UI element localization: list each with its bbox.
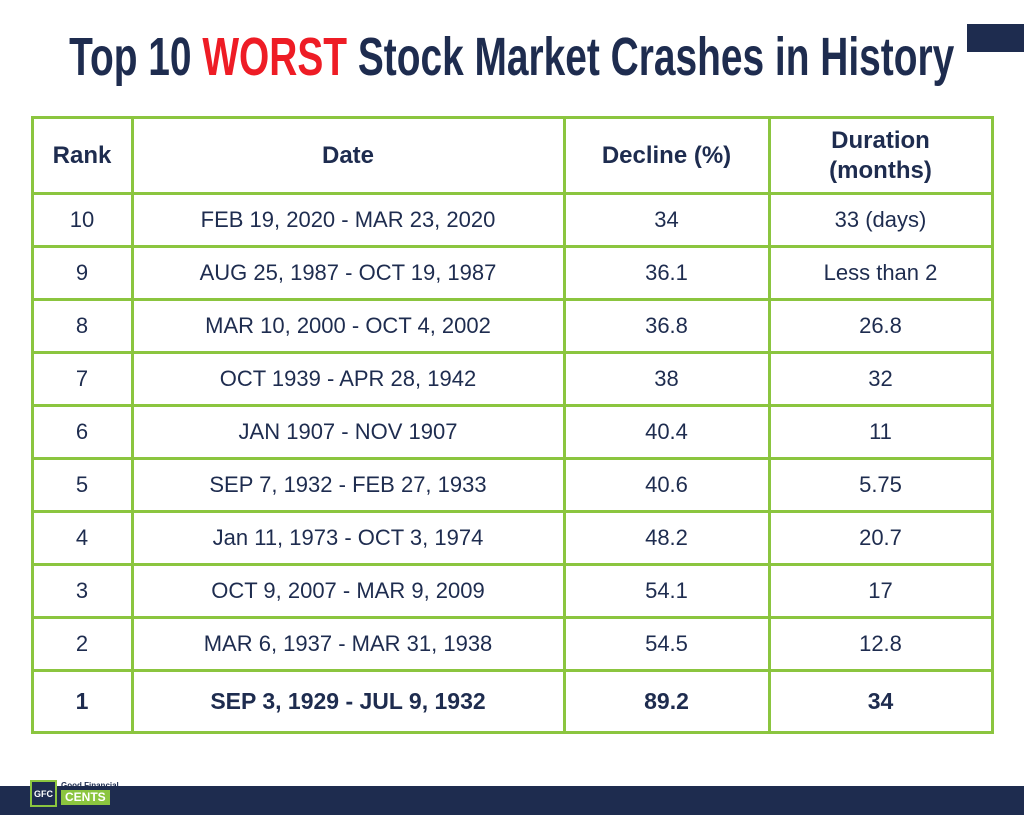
decline-cell: 89.2 (562, 669, 771, 734)
date-cell: OCT 1939 - APR 28, 1942 (130, 351, 566, 407)
decline-cell: 48.2 (562, 510, 771, 566)
date-cell: SEP 3, 1929 - JUL 9, 1932 (130, 669, 566, 734)
rank-cell: 2 (30, 616, 134, 672)
decline-cell: 54.1 (562, 563, 771, 619)
decline-cell: 36.1 (562, 245, 771, 301)
duration-cell: 11 (767, 404, 994, 460)
table-row: 2 MAR 6, 1937 - MAR 31, 1938 54.5 12.8 (30, 616, 994, 672)
duration-cell: Less than 2 (767, 245, 994, 301)
title-wrap: Top 10 WORST Stock Market Crashes in His… (0, 24, 1024, 90)
table-row: 6 JAN 1907 - NOV 1907 40.4 11 (30, 404, 994, 460)
date-cell: SEP 7, 1932 - FEB 27, 1933 (130, 457, 566, 513)
duration-cell: 5.75 (767, 457, 994, 513)
logo-name-bottom: CENTS (61, 790, 110, 806)
rank-cell: 7 (30, 351, 134, 407)
decline-cell: 40.6 (562, 457, 771, 513)
decline-cell: 38 (562, 351, 771, 407)
decline-cell: 54.5 (562, 616, 771, 672)
duration-cell: 34 (767, 669, 994, 734)
table-row: 10 FEB 19, 2020 - MAR 23, 2020 34 33 (da… (30, 192, 994, 248)
page-title: Top 10 WORST Stock Market Crashes in His… (69, 26, 954, 88)
table-row: 3 OCT 9, 2007 - MAR 9, 2009 54.1 17 (30, 563, 994, 619)
duration-cell: 33 (days) (767, 192, 994, 248)
rank-cell: 1 (30, 669, 134, 734)
duration-cell: 32 (767, 351, 994, 407)
rank-cell: 5 (30, 457, 134, 513)
title-part2: Stock Market Crashes in History (347, 27, 955, 87)
date-cell: MAR 10, 2000 - OCT 4, 2002 (130, 298, 566, 354)
crash-table: Rank Date Decline (%) Duration (months) … (30, 116, 994, 734)
table-row-rank-1: 1 SEP 3, 1929 - JUL 9, 1932 89.2 34 (30, 669, 994, 734)
table-row: 9 AUG 25, 1987 - OCT 19, 1987 36.1 Less … (30, 245, 994, 301)
date-cell: JAN 1907 - NOV 1907 (130, 404, 566, 460)
rank-cell: 4 (30, 510, 134, 566)
logo-name-top: Good Financial (61, 780, 119, 790)
column-header-date: Date (130, 116, 566, 195)
rank-cell: 6 (30, 404, 134, 460)
gfc-logo-mark: GFC (30, 780, 57, 807)
gfc-logo-text: Good Financial CENTS (61, 780, 119, 806)
header-row: Rank Date Decline (%) Duration (months) (30, 116, 994, 195)
date-cell: AUG 25, 1987 - OCT 19, 1987 (130, 245, 566, 301)
duration-cell: 26.8 (767, 298, 994, 354)
decline-cell: 36.8 (562, 298, 771, 354)
rank-cell: 8 (30, 298, 134, 354)
title-highlight-worst: WORST (202, 27, 348, 87)
table-row: 5 SEP 7, 1932 - FEB 27, 1933 40.6 5.75 (30, 457, 994, 513)
table-row: 8 MAR 10, 2000 - OCT 4, 2002 36.8 26.8 (30, 298, 994, 354)
table-row: 7 OCT 1939 - APR 28, 1942 38 32 (30, 351, 994, 407)
gfc-logo: GFC Good Financial CENTS (30, 780, 119, 807)
decline-cell: 40.4 (562, 404, 771, 460)
duration-cell: 20.7 (767, 510, 994, 566)
decline-cell: 34 (562, 192, 771, 248)
date-cell: MAR 6, 1937 - MAR 31, 1938 (130, 616, 566, 672)
title-part1: Top 10 (69, 27, 203, 87)
table-row: 4 Jan 11, 1973 - OCT 3, 1974 48.2 20.7 (30, 510, 994, 566)
column-header-duration: Duration (months) (767, 116, 994, 195)
duration-cell: 17 (767, 563, 994, 619)
date-cell: FEB 19, 2020 - MAR 23, 2020 (130, 192, 566, 248)
corner-decoration (967, 24, 1024, 52)
date-cell: OCT 9, 2007 - MAR 9, 2009 (130, 563, 566, 619)
rank-cell: 3 (30, 563, 134, 619)
date-cell: Jan 11, 1973 - OCT 3, 1974 (130, 510, 566, 566)
rank-cell: 9 (30, 245, 134, 301)
column-header-rank: Rank (30, 116, 134, 195)
column-header-decline: Decline (%) (562, 116, 771, 195)
rank-cell: 10 (30, 192, 134, 248)
footer-bar (0, 786, 1024, 815)
duration-cell: 12.8 (767, 616, 994, 672)
